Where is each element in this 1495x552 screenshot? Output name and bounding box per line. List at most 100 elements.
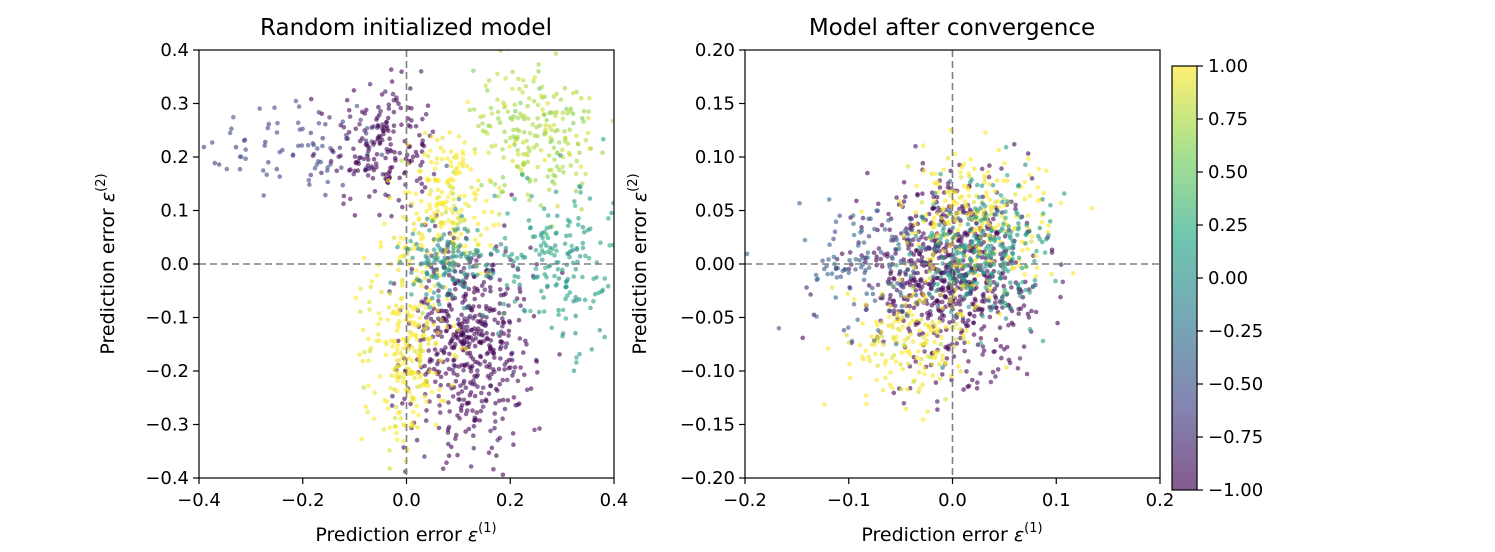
data-point <box>922 366 927 371</box>
data-point <box>985 169 991 175</box>
data-point <box>393 374 399 379</box>
data-point <box>521 129 527 135</box>
data-point <box>466 286 472 292</box>
data-point <box>296 143 301 149</box>
data-point <box>953 232 959 238</box>
data-point <box>971 199 977 205</box>
data-point <box>479 390 484 396</box>
data-point <box>542 157 547 163</box>
x-tick-label: 0.0 <box>938 490 967 511</box>
data-point <box>475 384 480 390</box>
data-point <box>489 111 495 116</box>
data-point <box>348 167 353 172</box>
data-point <box>416 216 422 221</box>
data-point <box>556 312 561 318</box>
data-point <box>387 196 393 201</box>
data-point <box>401 346 406 351</box>
data-point <box>414 437 420 443</box>
data-point <box>427 202 432 207</box>
data-point <box>422 185 428 190</box>
data-point <box>914 248 919 253</box>
y-axis-label: Prediction error ε(2) <box>626 173 651 354</box>
data-point <box>517 336 523 341</box>
data-point <box>968 285 974 291</box>
data-point <box>932 190 938 196</box>
data-point <box>900 366 905 372</box>
data-point <box>491 347 496 353</box>
data-point <box>528 386 534 391</box>
data-point <box>577 351 582 357</box>
data-point <box>502 362 508 367</box>
data-point <box>500 377 506 383</box>
data-point <box>423 418 429 423</box>
x-tick-label: 0.2 <box>496 490 525 511</box>
data-point <box>826 257 831 262</box>
data-point <box>850 213 856 218</box>
data-point <box>992 293 998 299</box>
data-point <box>620 251 625 256</box>
data-point <box>367 194 372 199</box>
data-point <box>960 283 965 289</box>
data-point <box>907 252 912 257</box>
data-point <box>985 226 991 231</box>
data-point <box>878 250 884 255</box>
data-point <box>1032 278 1038 283</box>
data-point <box>438 145 444 150</box>
data-point <box>1004 344 1010 350</box>
data-point <box>431 171 437 177</box>
data-point <box>546 153 552 158</box>
data-point <box>982 176 988 181</box>
data-point <box>947 264 952 269</box>
data-point <box>417 353 423 359</box>
data-point <box>487 268 492 274</box>
data-point <box>957 222 963 228</box>
data-point <box>887 227 892 233</box>
data-point <box>375 123 381 128</box>
data-point <box>985 268 990 274</box>
data-point <box>430 129 436 135</box>
data-point <box>946 273 951 278</box>
data-point <box>453 432 459 438</box>
data-point <box>961 264 967 270</box>
data-point <box>479 182 484 188</box>
data-point <box>407 258 412 264</box>
data-point <box>396 240 402 246</box>
data-point <box>985 219 990 225</box>
data-point <box>859 354 865 359</box>
data-point <box>389 213 394 219</box>
data-point <box>461 397 467 403</box>
data-point <box>275 120 280 126</box>
data-point <box>876 201 881 207</box>
data-point <box>325 179 331 185</box>
data-point <box>402 254 407 259</box>
data-point <box>428 369 433 375</box>
data-point <box>501 331 507 337</box>
data-point <box>978 340 983 346</box>
data-point <box>431 237 437 242</box>
data-point <box>328 158 334 164</box>
data-point <box>524 387 530 393</box>
data-point <box>407 329 413 335</box>
data-point <box>391 123 397 128</box>
data-point <box>578 190 583 195</box>
data-point <box>964 285 970 291</box>
data-point <box>511 442 516 448</box>
data-point <box>432 347 438 352</box>
data-point <box>904 280 910 286</box>
data-point <box>264 172 270 177</box>
data-point <box>1004 231 1009 237</box>
data-point <box>377 140 383 145</box>
data-point <box>467 489 472 494</box>
data-point <box>886 323 891 329</box>
data-point <box>504 341 510 346</box>
data-point <box>439 317 444 323</box>
data-point <box>915 191 920 197</box>
data-point <box>377 212 382 218</box>
data-point <box>891 390 897 396</box>
data-point <box>575 259 580 265</box>
data-point <box>1036 233 1041 239</box>
data-point <box>482 209 487 215</box>
data-point <box>486 350 491 355</box>
data-point <box>898 277 903 283</box>
data-point <box>991 349 996 355</box>
